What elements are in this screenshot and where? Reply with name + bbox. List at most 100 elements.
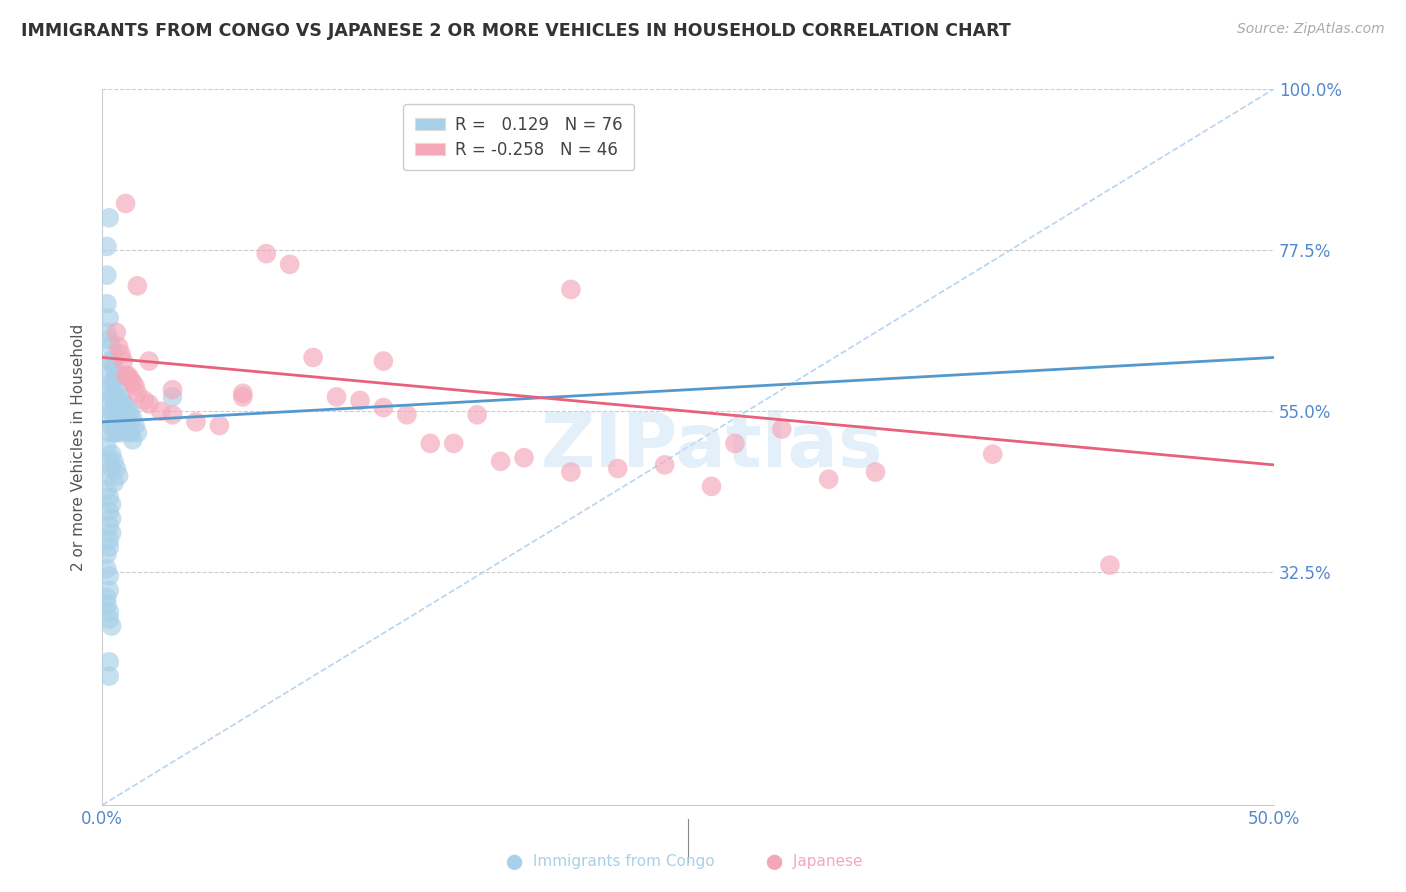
Point (107, 340, 129, 354)
Point (96, 591, 118, 605)
Point (98, 583, 121, 598)
Point (124, 418, 146, 433)
Point (103, 390, 125, 404)
Point (100, 340, 122, 354)
Point (96, 548, 118, 562)
Point (114, 196, 136, 211)
Point (105, 404, 128, 418)
Point (560, 282, 582, 296)
Point (114, 368, 136, 383)
Point (121, 411, 143, 425)
Point (100, 461, 122, 475)
Point (162, 383, 184, 397)
Point (162, 408, 184, 422)
Point (127, 425, 149, 440)
Point (117, 368, 139, 383)
Point (110, 390, 132, 404)
Point (110, 347, 132, 361)
Point (107, 383, 129, 397)
Point (105, 326, 128, 340)
Point (98, 397, 121, 411)
Point (103, 425, 125, 440)
Point (373, 401, 395, 415)
Point (98, 605, 121, 619)
Point (100, 418, 122, 433)
Point (98, 468, 121, 483)
Point (100, 354, 122, 368)
Point (98, 454, 121, 468)
Point (117, 425, 139, 440)
Point (127, 278, 149, 293)
Point (103, 454, 125, 468)
Point (325, 390, 347, 404)
Point (149, 404, 172, 418)
Point (100, 390, 122, 404)
Point (349, 393, 371, 408)
Point (100, 619, 122, 633)
Point (98, 655, 121, 669)
Point (98, 541, 121, 555)
Point (98, 669, 121, 683)
Point (98, 425, 121, 440)
Point (103, 404, 125, 418)
Point (110, 425, 132, 440)
Point (103, 475, 125, 490)
Point (138, 354, 160, 368)
Point (112, 354, 135, 368)
Point (103, 361, 125, 376)
Point (103, 376, 125, 390)
Point (184, 415, 207, 429)
Y-axis label: 2 or more Vehicles in Household: 2 or more Vehicles in Household (72, 324, 86, 571)
Point (100, 497, 122, 511)
Point (98, 490, 121, 504)
Point (120, 425, 142, 440)
Point (443, 436, 465, 450)
Point (98, 211, 121, 225)
Point (110, 404, 132, 418)
Point (100, 376, 122, 390)
Point (395, 408, 418, 422)
Point (112, 418, 135, 433)
Point (105, 368, 128, 383)
Point (127, 386, 149, 401)
Point (120, 404, 142, 418)
Point (96, 440, 118, 454)
Point (560, 465, 582, 479)
Point (96, 297, 118, 311)
Point (121, 433, 143, 447)
Point (96, 598, 118, 612)
Point (121, 376, 143, 390)
Point (1098, 558, 1121, 573)
Point (107, 397, 129, 411)
Point (724, 436, 747, 450)
Point (302, 351, 325, 365)
Point (98, 368, 121, 383)
Legend: R =   0.129   N = 76, R = -0.258   N = 46: R = 0.129 N = 76, R = -0.258 N = 46 (404, 104, 634, 170)
Point (98, 612, 121, 626)
Text: ⬤  Japanese: ⬤ Japanese (766, 854, 863, 870)
Point (107, 468, 129, 483)
Point (112, 397, 135, 411)
Point (96, 483, 118, 497)
Point (700, 479, 723, 493)
Text: IMMIGRANTS FROM CONGO VS JAPANESE 2 OR MORE VEHICLES IN HOUSEHOLD CORRELATION CH: IMMIGRANTS FROM CONGO VS JAPANESE 2 OR M… (21, 22, 1011, 40)
Point (138, 397, 160, 411)
Point (981, 447, 1004, 461)
Point (98, 518, 121, 533)
Point (465, 408, 488, 422)
Point (817, 472, 839, 486)
Point (254, 246, 277, 260)
Point (606, 461, 628, 475)
Point (278, 257, 301, 271)
Point (98, 311, 121, 326)
Point (105, 461, 128, 475)
Point (96, 239, 118, 253)
Text: ZIPatlas: ZIPatlas (540, 410, 883, 483)
Point (98, 504, 121, 518)
Point (98, 411, 121, 425)
Point (373, 354, 395, 368)
Point (419, 436, 441, 450)
Point (107, 418, 129, 433)
Point (100, 404, 122, 418)
Point (100, 447, 122, 461)
